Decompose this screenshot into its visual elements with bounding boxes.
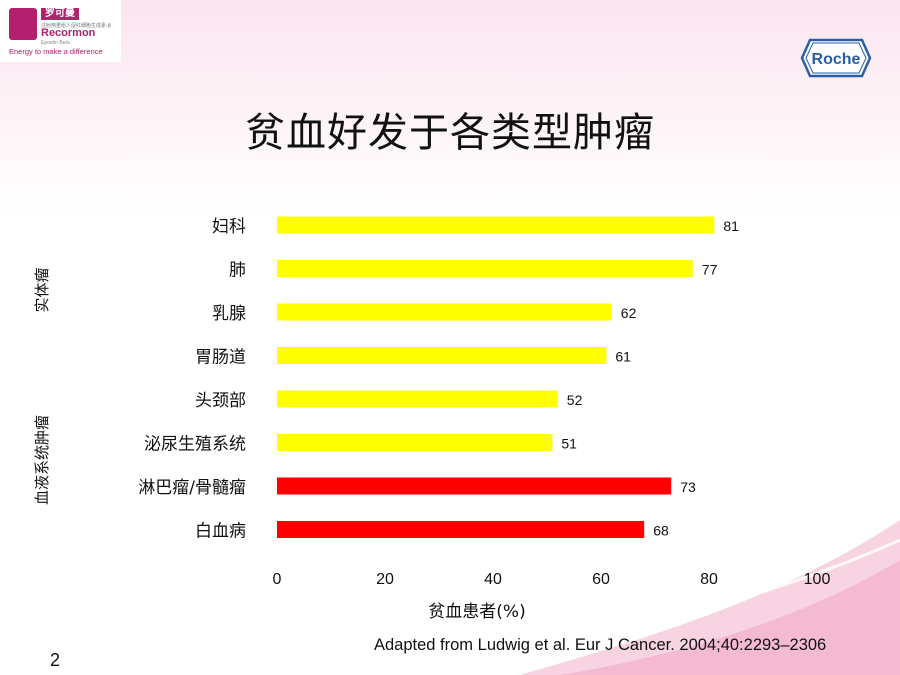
category-label: 头颈部 [195,391,246,411]
logo-brand-sub: Epoetin Beta [41,40,70,46]
x-tick-label: 0 [273,571,282,588]
category-label: 肺 [229,261,246,281]
roche-logo-text: Roche [812,51,861,68]
x-tick-label: 40 [484,571,502,588]
bar [277,347,607,364]
logo-brand: Recormon [41,27,96,39]
group-label: 实体瘤 [33,267,51,312]
data-label: 73 [680,479,696,495]
bar [277,434,553,451]
data-label: 62 [621,305,637,321]
x-tick-label: 100 [804,571,831,588]
bar [277,477,672,495]
x-tick-label: 60 [592,571,610,588]
data-label: 61 [615,349,631,365]
bar [277,303,612,321]
bar [277,521,645,538]
category-label: 乳腺 [212,304,246,324]
bar [277,260,693,277]
recormon-logo-mark-icon [9,8,37,40]
recormon-logo: 罗可曼 注射用重组人促红细胞生成素-β Recormon Epoetin Bet… [0,0,121,62]
data-label: 77 [702,262,718,278]
bar [277,390,558,408]
x-axis-label: 贫血患者(%) [428,602,525,622]
data-label: 51 [561,436,577,452]
page-number: 2 [50,650,61,670]
category-label: 胃肠道 [195,348,246,368]
category-label: 淋巴瘤/骨髓瘤 [138,478,246,498]
category-label: 白血病 [195,522,246,542]
category-label: 泌尿生殖系统 [144,435,246,455]
bar [277,216,715,234]
data-label: 52 [567,392,583,408]
logo-cn-name: 罗可曼 [41,8,79,20]
slide-title: 贫血好发于各类型肿瘤 [245,110,655,156]
logo-tagline: Energy to make a difference [9,47,103,56]
data-label: 81 [723,218,739,234]
x-tick-label: 20 [376,571,394,588]
group-label: 血液系统肿瘤 [33,415,51,505]
category-label: 妇科 [212,217,246,237]
x-tick-label: 80 [700,571,718,588]
roche-logo: Roche [800,38,872,78]
logo-cn-subtitle: 注射用重组人促红细胞生成素-β [41,23,111,29]
data-label: 68 [653,523,669,539]
citation: Adapted from Ludwig et al. Eur J Cancer.… [374,636,827,654]
